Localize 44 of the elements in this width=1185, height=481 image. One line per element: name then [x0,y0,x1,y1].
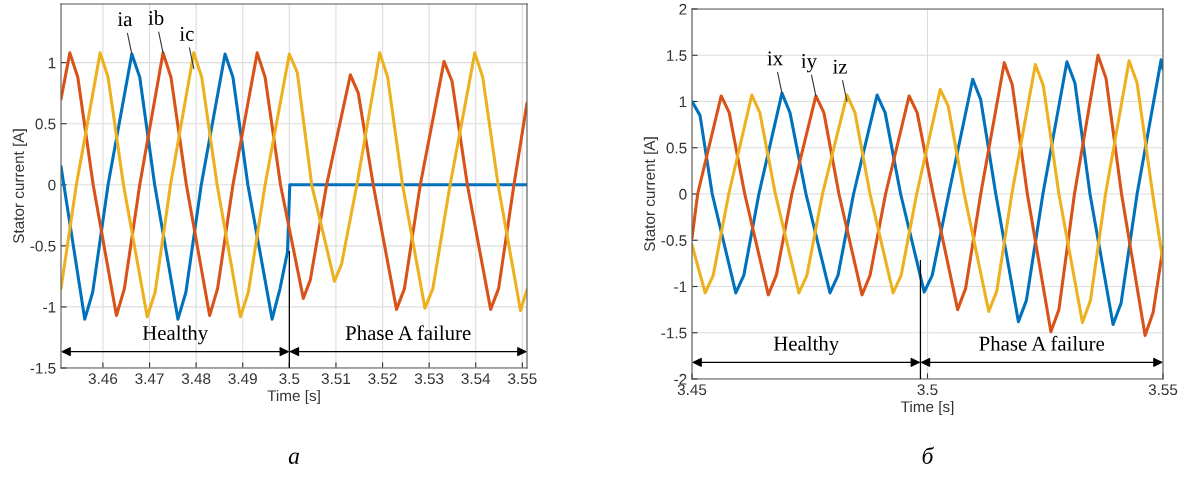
x-axis-title: Time [s] [267,389,320,405]
y-tick-label: -0.5 [30,240,56,252]
y-tick-label: -1.5 [30,363,56,374]
annotation: ix [767,51,783,66]
y-tick-label: -0.5 [661,235,687,246]
x-tick-label: 3.47 [135,373,164,385]
x-tick-label: 3.51 [321,373,351,385]
annotation: Healthy [773,336,840,355]
y-tick-label: -2 [674,373,687,385]
x-tick-label: 3.55 [1148,384,1178,396]
x-tick-label: 3.54 [461,373,491,385]
y-tick-label: 0 [679,188,687,200]
x-tick-label: 3.45 [677,384,707,396]
annotation: ic [179,26,194,41]
y-tick-label: 0 [48,179,56,191]
x-tick-label: 3.52 [368,373,397,385]
y-tick-label: 1 [48,57,56,69]
annotation: ia [117,12,133,27]
y-tick-label: -1 [674,281,687,293]
y-tick-label: 1 [679,96,687,108]
y-tick-label: 1.5 [667,50,687,61]
x-tick-label: 3.49 [228,373,257,385]
annotation: iz [832,59,847,74]
text: а [288,452,300,464]
y-tick-label: -1 [43,301,56,313]
x-tick-label: 3.48 [181,373,211,385]
y-tick-label: 2 [679,3,687,15]
y-tick-label: 0.5 [666,142,687,154]
y-tick-label: 0.5 [35,118,56,130]
x-tick-label: 3.53 [414,373,444,385]
x-tick-label: 3.5 [279,373,300,385]
y-tick-label: -1.5 [661,327,687,339]
annotation: Healthy [142,325,209,345]
annotation: ib [148,10,164,26]
annotation: iy [801,54,817,73]
x-tick-label: 3.55 [508,373,537,385]
y-axis-title: Stator current [A] [12,129,28,244]
text: б [922,446,935,464]
annotation: Phase A failure [345,325,471,341]
x-axis-title: Time [s] [900,400,954,416]
x-tick-label: 3.5 [917,384,938,396]
x-tick-label: 3.46 [88,373,118,385]
annotation: Phase A failure [979,335,1105,351]
y-axis-title: Stator current [A] [643,137,659,252]
